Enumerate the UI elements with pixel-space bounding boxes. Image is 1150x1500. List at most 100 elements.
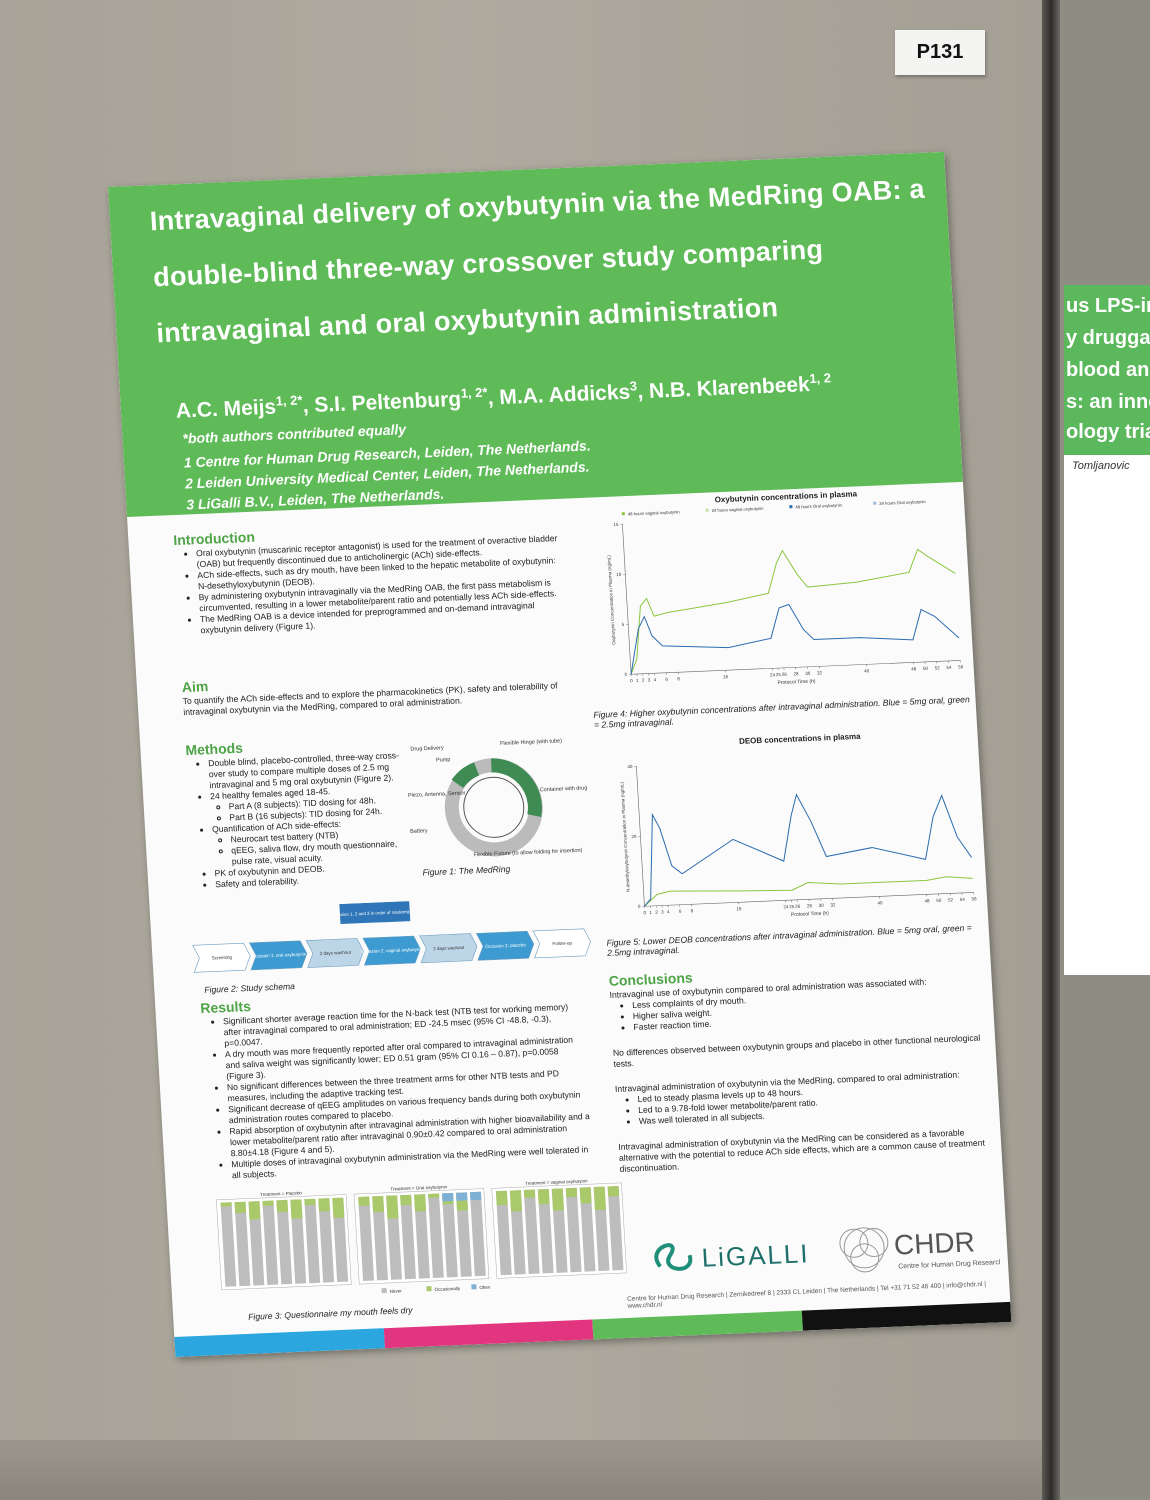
schema-step <box>305 938 364 968</box>
schema-label: 2 days washout <box>320 950 352 956</box>
figure-medring: Drug Delivery Flexible Hinge (with tube) P… <box>408 738 592 859</box>
schema-step <box>248 940 308 971</box>
panel-title: Treatment = Oral oxybutynin <box>390 1184 447 1191</box>
x-tick-label: 25 <box>789 904 795 909</box>
bar-segment <box>414 1194 427 1212</box>
bar-segment <box>248 1201 261 1220</box>
bar-green <box>592 1310 803 1340</box>
x-tick-label: 2 <box>655 910 658 915</box>
x-tick-label: 26 <box>795 904 801 909</box>
neighbor-text: us LPS-in <box>1066 295 1150 317</box>
x-tick-label: 26 <box>782 672 788 677</box>
methods: Methods Double blind, placebo-controlled… <box>185 736 408 891</box>
x-axis-label: Protocol Time (h) <box>777 679 816 687</box>
x-tick-label: 54 <box>960 897 966 902</box>
bar-segment <box>276 1199 289 1213</box>
poster-number: P131 <box>895 30 985 75</box>
schema-step <box>419 933 478 964</box>
bar-segment <box>290 1199 307 1284</box>
legend-label: 24 hours Oral oxybutynin <box>879 499 926 506</box>
y-tick-label: 40 <box>627 764 633 769</box>
panel-edge <box>1042 0 1060 1500</box>
x-tick-label: 6 <box>679 909 682 914</box>
bar-segment <box>318 1198 335 1283</box>
x-tick-label: 48 <box>924 898 930 903</box>
curve <box>630 603 960 675</box>
schema-step <box>192 942 251 973</box>
affiliation-mark: 1, 2* <box>275 392 303 409</box>
legend-swatch <box>705 508 709 512</box>
x-tick-label: 0 <box>630 678 633 683</box>
x-tick-label: 16 <box>723 674 729 679</box>
bar-segment <box>332 1197 349 1283</box>
x-tick-label: 50 <box>923 666 929 671</box>
bar-segment <box>358 1196 370 1206</box>
bar-segment <box>537 1188 550 1205</box>
bar-segment <box>607 1186 624 1271</box>
bar-segment <box>428 1193 444 1279</box>
x-tick-label: 52 <box>948 897 954 902</box>
bar-segment <box>318 1198 331 1212</box>
legend-label: 48 hours Oral oxybutynin <box>795 502 842 509</box>
bar-segment <box>469 1191 486 1277</box>
text: No differences observed between oxybutyn… <box>612 1032 981 1069</box>
y-tick-label: 15 <box>613 522 619 527</box>
bar-segment <box>442 1192 454 1202</box>
schema-step <box>475 930 535 961</box>
x-tick-label: 40 <box>877 900 883 905</box>
bar-segment <box>400 1194 416 1280</box>
panel-title: Treatment = Placebo <box>260 1190 302 1197</box>
legend-label: 24 hours vaginal oxybutynin <box>712 506 765 513</box>
bar-segment <box>523 1189 540 1274</box>
figure-label: Flexible Fixture (to allow folding for i… <box>473 848 582 859</box>
bar-magenta <box>383 1319 594 1349</box>
bar-segment <box>442 1192 458 1278</box>
x-tick-label: 32 <box>830 902 836 907</box>
x-tick-label: 3 <box>661 909 664 914</box>
legend-swatch <box>471 1284 477 1290</box>
list: Oral oxybutynin (muscarinic receptor ant… <box>174 533 563 637</box>
neighbor-text: ology trials <box>1066 421 1150 443</box>
x-tick-label: 1 <box>636 678 639 683</box>
bar-segment <box>262 1200 279 1285</box>
affiliations: 1 Centre for Human Drug Research, Leiden… <box>183 435 593 515</box>
bar-segment <box>414 1194 430 1279</box>
bar-segment <box>428 1193 440 1199</box>
bar-segment <box>234 1201 251 1287</box>
x-tick-label: 48 <box>911 666 917 671</box>
x-tick-label: 2 <box>642 678 645 683</box>
x-tick-label: 3 <box>648 677 651 682</box>
x-tick-label: 8 <box>677 676 680 681</box>
schema-label: Occasion 3: placebo <box>485 942 526 949</box>
ligalli-icon <box>654 1243 693 1271</box>
bar-segment <box>579 1187 596 1272</box>
x-tick-label: 52 <box>935 665 941 670</box>
figure-label: Pump <box>436 757 451 764</box>
chdr-icon <box>839 1227 889 1273</box>
bar-segment <box>551 1188 565 1211</box>
figure-study-schema: Occasion 1, 2 and 3 in order of randomiz… <box>192 901 591 973</box>
x-tick-label: 0 <box>643 910 646 915</box>
chdr-subtitle: Centre for Human Drug Research <box>898 1259 1001 1270</box>
aim: Aim To quantify the ACh side-effects and… <box>181 666 569 726</box>
text: Intravaginal administration of oxybutyni… <box>618 1127 986 1174</box>
x-tick-label: 56 <box>958 664 964 669</box>
bar-segment <box>455 1192 472 1277</box>
curve <box>644 876 973 907</box>
randomization-label: Occasion 1, 2 and 3 in order of randomiz… <box>330 909 419 918</box>
bar-segment <box>469 1191 482 1201</box>
y-tick-label: 10 <box>616 572 622 577</box>
bar-segment <box>537 1188 554 1274</box>
schema-step <box>532 928 591 959</box>
y-tick-label: 5 <box>622 622 625 627</box>
x-tick-label: 1 <box>649 910 652 915</box>
bar-segment <box>304 1198 321 1284</box>
author: A.C. Meijs <box>175 395 277 423</box>
bar-segment <box>386 1195 399 1219</box>
figure-label: Battery <box>410 828 428 835</box>
chdr-logo: CHDR <box>893 1226 975 1260</box>
poster-header: Intravaginal delivery of oxybutynin via … <box>108 151 964 518</box>
